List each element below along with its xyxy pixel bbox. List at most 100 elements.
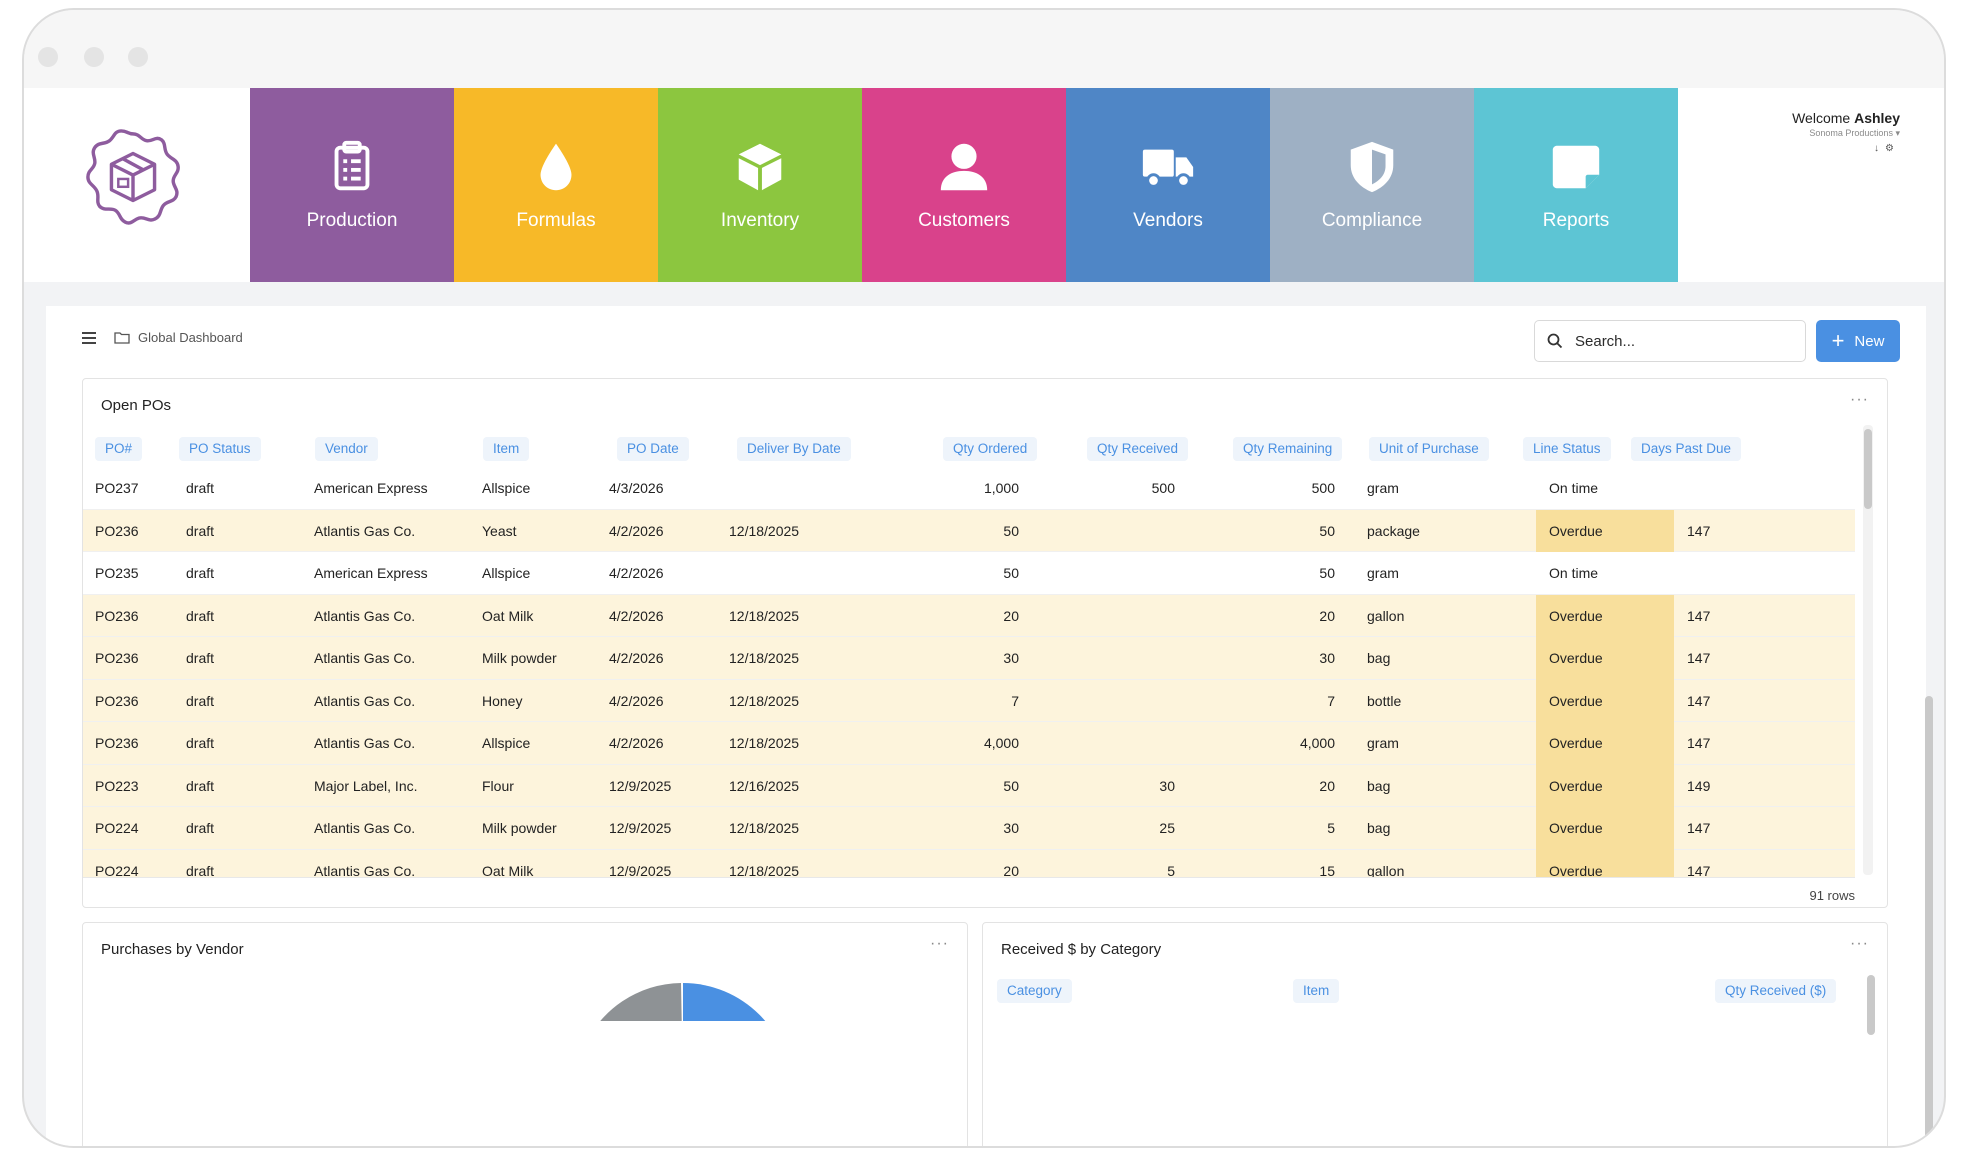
tile-production[interactable]: Production [250,88,454,282]
column-header[interactable]: Vendor [315,437,378,461]
breadcrumb[interactable]: Global Dashboard [138,330,243,345]
table-cell: draft [186,565,215,581]
droplet-icon [540,143,572,191]
vendor-pie-chart[interactable] [553,981,813,1021]
table-cell: 5 [1167,862,1175,878]
table-cell: 4/2/2026 [609,522,664,539]
table-row[interactable]: PO236 draft Atlantis Gas Co. Yeast 4/2/2026 1… [83,509,1855,552]
table-cell: Overdue [1549,650,1603,666]
table-cell: 20 [1319,607,1335,624]
tile-label: Reports [1542,210,1610,231]
table-cell: 147 [1687,692,1711,709]
column-header[interactable]: Deliver By Date [737,437,851,461]
column-header[interactable]: PO Status [179,437,261,461]
chevron-down-icon: ▾ [1895,128,1900,138]
search-box[interactable]: Search... [1534,320,1806,362]
table-cell: 20 [1003,862,1019,878]
table-row[interactable]: PO223 draft Major Label, Inc. Flour 12/9/202… [83,764,1855,807]
tile-formulas[interactable]: Formulas [454,88,658,282]
gear-icon[interactable]: ⚙ [1885,143,1900,154]
column-header[interactable]: Qty Ordered [943,437,1038,461]
table-cell: 147 [1687,862,1711,878]
page-scrollbar-thumb[interactable] [1925,696,1933,1146]
org-name: Sonoma Productions ▾ [1809,128,1900,138]
table-row[interactable]: PO236 draft Atlantis Gas Co. Milk powder 4/2… [83,637,1855,680]
table-cell: draft [186,522,215,539]
table-cell: 50 [1003,522,1019,539]
column-header[interactable]: Unit of Purchase [1369,437,1489,461]
download-icon[interactable]: ↓ [1874,143,1886,154]
table-cell: 147 [1687,522,1711,539]
table-row[interactable]: PO224 draft Atlantis Gas Co. Milk powder 12/… [83,807,1855,850]
table-cell: Overdue [1549,735,1603,751]
user-menu[interactable]: Welcome Ashley Sonoma Productions ▾ ↓⚙ [1792,110,1900,154]
table-row[interactable]: PO235 draft American Express Allspice 4/2/20… [83,552,1855,595]
search-icon [1547,333,1563,349]
search-input[interactable]: Search... [1575,332,1636,350]
new-button[interactable]: + New [1816,320,1900,362]
table-footer: 91 rows [83,877,1855,907]
column-header[interactable]: Qty Received [1087,437,1189,461]
table-cell: American Express [314,480,428,496]
table-row[interactable]: PO236 draft Atlantis Gas Co. Oat Milk 4/2/20… [83,594,1855,637]
card-title: Received $ by Category [1001,941,1162,958]
table-scrollbar-thumb[interactable] [1864,429,1872,509]
table-cell: gram [1367,480,1399,496]
window-minimize-dot[interactable] [84,47,104,67]
table-cell: 30 [1003,650,1019,666]
table-row[interactable]: PO224 draft Atlantis Gas Co. Oat Milk 12/9/2… [83,849,1855,878]
top-navigation: Production Formulas Inventory [24,88,1944,282]
more-options-icon[interactable]: ··· [1850,935,1869,952]
tile-reports[interactable]: Reports [1474,88,1678,282]
category-scrollbar-thumb[interactable] [1867,975,1875,1035]
table-cell: American Express [314,565,428,581]
table-cell: gram [1367,565,1399,581]
table-cell: PO236 [95,522,139,539]
tile-customers[interactable]: Customers [862,88,1066,282]
table-row[interactable]: PO236 draft Atlantis Gas Co. Allspice 4/2/20… [83,722,1855,765]
pie-slice-gray[interactable] [583,983,683,1021]
table-cell: 147 [1687,735,1711,751]
table-cell: PO223 [95,777,139,794]
table-cell: 12/9/2025 [609,820,672,836]
column-header-category[interactable]: Category [997,979,1072,1003]
column-header[interactable]: Line Status [1523,437,1611,461]
card-title: Purchases by Vendor [101,941,244,958]
person-icon [940,143,988,191]
line-status-highlight [1536,637,1674,680]
table-cell: 500 [1311,480,1335,496]
table-cell: 30 [1159,777,1175,794]
table-row[interactable]: PO237 draft American Express Allspice 4/3/20… [83,467,1855,510]
window-maximize-dot[interactable] [128,47,148,67]
tile-inventory[interactable]: Inventory [658,88,862,282]
column-header-qty-received[interactable]: Qty Received ($) [1715,979,1837,1003]
table-cell: draft [186,692,215,709]
table-cell: PO236 [95,692,139,709]
column-header[interactable]: PO# [95,437,143,461]
column-header[interactable]: Days Past Due [1631,437,1742,461]
tile-vendors[interactable]: Vendors [1066,88,1270,282]
table-cell: bag [1367,777,1391,794]
tile-compliance[interactable]: Compliance [1270,88,1474,282]
column-header-item[interactable]: Item [1293,979,1340,1003]
table-scrollbar-track[interactable] [1863,425,1873,875]
window-titlebar [24,10,1944,88]
table-cell: PO224 [95,820,139,836]
table-cell: 12/18/2025 [729,522,800,539]
column-header[interactable]: Item [483,437,530,461]
table-row[interactable]: PO236 draft Atlantis Gas Co. Honey 4/2/2026 1… [83,679,1855,722]
tile-label: Customers [918,210,1010,231]
table-cell: 12/18/2025 [729,650,800,666]
more-options-icon[interactable]: ··· [930,935,949,952]
table-cell: Oat Milk [482,862,534,878]
menu-icon[interactable] [82,332,96,344]
table-cell: 50 [1003,565,1019,581]
line-status-highlight [1536,594,1674,637]
window-close-dot[interactable] [38,47,58,67]
pie-slice-blue[interactable] [683,983,791,1021]
more-options-icon[interactable]: ··· [1850,391,1869,408]
user-actions: ↓⚙ [1792,143,1900,154]
app-logo[interactable] [84,128,182,226]
column-header[interactable]: PO Date [617,437,689,461]
column-header[interactable]: Qty Remaining [1233,437,1343,461]
